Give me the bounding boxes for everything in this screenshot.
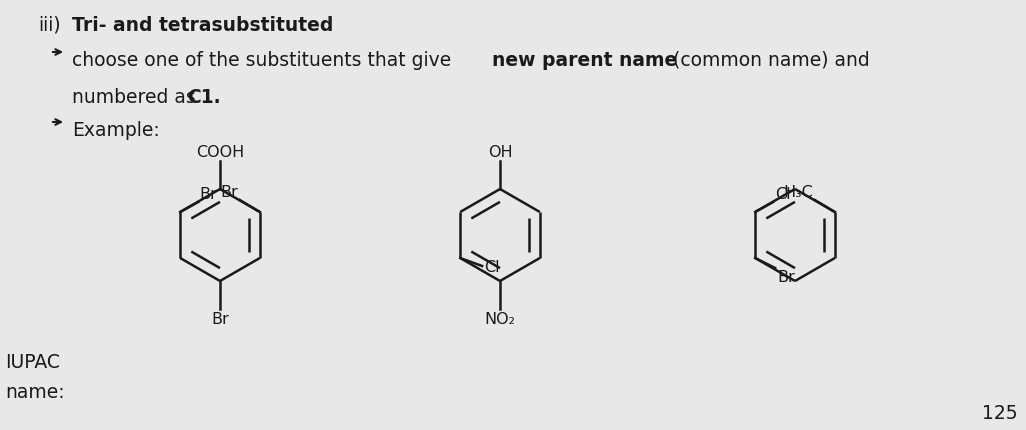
Text: Example:: Example: [72, 121, 160, 140]
Text: Cl: Cl [484, 260, 500, 275]
Text: choose one of the substituents that give: choose one of the substituents that give [72, 51, 458, 70]
Text: NO₂: NO₂ [484, 311, 515, 326]
Text: COOH: COOH [196, 144, 244, 160]
Text: Cl: Cl [776, 187, 791, 202]
Text: H₃C: H₃C [783, 184, 813, 200]
Text: 125: 125 [982, 403, 1018, 422]
Text: IUPAC: IUPAC [5, 352, 60, 371]
Text: Br: Br [199, 187, 216, 202]
Text: Br: Br [777, 269, 795, 284]
Text: Br: Br [211, 311, 229, 326]
Text: Br: Br [221, 184, 238, 200]
Text: C1.: C1. [187, 88, 221, 107]
Text: numbered as: numbered as [72, 88, 202, 107]
Text: new parent name: new parent name [492, 51, 677, 70]
Text: (common name) and: (common name) and [667, 51, 870, 70]
Text: Tri- and tetrasubstituted: Tri- and tetrasubstituted [72, 16, 333, 35]
Text: iii): iii) [38, 16, 61, 35]
Text: name:: name: [5, 382, 65, 401]
Text: OH: OH [487, 144, 512, 160]
